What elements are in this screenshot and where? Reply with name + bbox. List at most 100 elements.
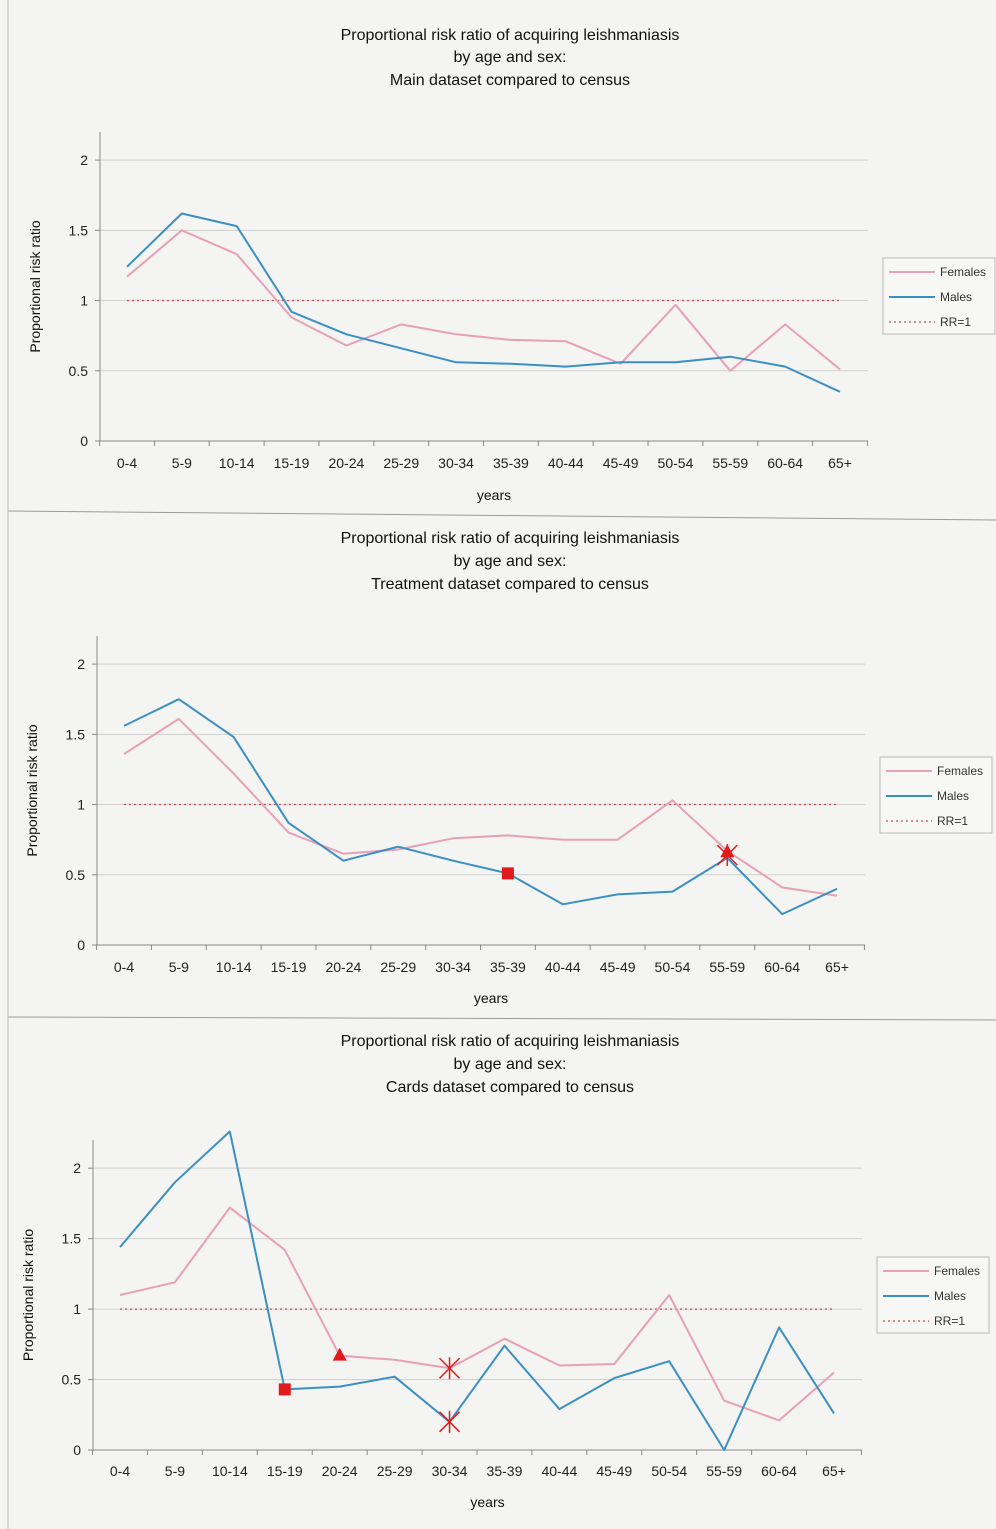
x-tick-label: 10-14: [212, 1463, 248, 1479]
y-tick-label: 1.5: [66, 726, 86, 742]
x-tick-label: 60-64: [761, 1463, 797, 1479]
panel-divider: [7, 1016, 996, 1021]
chart-title-line: by age and sex:: [454, 49, 567, 66]
chart-title-line: Proportional risk ratio of acquiring lei…: [341, 530, 680, 547]
x-tick-label: 45-49: [596, 1463, 632, 1479]
chart-title-line: Treatment dataset compared to census: [371, 576, 649, 593]
x-tick-label: 55-59: [712, 455, 748, 471]
series-line-females: [123, 717, 838, 897]
chart-title-line: Proportional risk ratio of acquiring lei…: [341, 27, 680, 44]
series-line-males: [119, 1130, 835, 1451]
legend-label: RR=1: [940, 315, 971, 329]
x-tick-label: 35-39: [490, 959, 526, 975]
star-marker: [716, 844, 738, 867]
y-tick-label: 1: [80, 293, 88, 309]
x-tick-label: 65+: [825, 959, 849, 975]
x-tick-label: 25-29: [377, 1463, 413, 1479]
y-axis-label: Proportional risk ratio: [24, 724, 40, 856]
x-tick-label: 20-24: [325, 959, 361, 975]
x-tick-label: 15-19: [267, 1463, 303, 1479]
panel-divider: [7, 510, 996, 521]
x-tick-label: 25-29: [383, 455, 419, 471]
legend: Females Males RR=1: [876, 1256, 990, 1334]
x-tick-label: 35-39: [493, 455, 529, 471]
y-axis-label: Proportional risk ratio: [20, 1229, 36, 1361]
x-tick-label: 10-14: [216, 959, 252, 975]
x-tick-label: 0-4: [117, 455, 137, 471]
legend-label: Males: [934, 1289, 966, 1303]
y-tick-label: 0.5: [69, 363, 89, 379]
legend-label: Females: [934, 1264, 980, 1278]
chart-title-line: by age and sex:: [454, 1056, 567, 1073]
x-tick-label: 10-14: [219, 455, 255, 471]
star-marker: [439, 1357, 461, 1380]
x-axis-label: years: [477, 487, 511, 503]
triangle-marker: [332, 1347, 347, 1361]
x-tick-label: 50-54: [655, 959, 691, 975]
x-tick-label: 55-59: [706, 1463, 742, 1479]
x-tick-label: 60-64: [767, 455, 803, 471]
x-axis-label: years: [474, 990, 508, 1006]
legend-label: RR=1: [934, 1314, 965, 1328]
star-marker: [439, 1410, 461, 1433]
x-tick-label: 50-54: [651, 1463, 687, 1479]
x-axis-label: years: [470, 1494, 504, 1510]
x-tick-label: 55-59: [709, 959, 745, 975]
x-tick-label: 40-44: [541, 1463, 577, 1479]
chart-panel-3: Proportional risk ratio of acquiring lei…: [20, 1033, 990, 1510]
legend-label: RR=1: [937, 814, 968, 828]
y-tick-label: 1: [73, 1301, 81, 1317]
y-tick-label: 2: [77, 656, 85, 672]
legend-label: Females: [937, 764, 983, 778]
x-tick-label: 20-24: [322, 1463, 358, 1479]
x-tick-label: 5-9: [165, 1463, 185, 1479]
x-tick-label: 30-34: [432, 1463, 468, 1479]
x-tick-label: 25-29: [380, 959, 416, 975]
x-tick-label: 35-39: [487, 1463, 523, 1479]
chart-panel-1: Proportional risk ratio of acquiring lei…: [27, 27, 996, 503]
y-tick-label: 0: [80, 433, 88, 449]
chart-title-line: Cards dataset compared to census: [386, 1079, 634, 1096]
series-line-males: [126, 212, 841, 393]
y-tick-label: 2: [80, 152, 88, 168]
x-tick-label: 0-4: [114, 959, 134, 975]
x-tick-label: 60-64: [764, 959, 800, 975]
y-tick-label: 1.5: [69, 222, 89, 238]
x-tick-label: 5-9: [169, 959, 189, 975]
x-tick-label: 30-34: [435, 959, 471, 975]
legend: Females Males RR=1: [882, 257, 996, 335]
y-tick-label: 0: [77, 937, 85, 953]
y-tick-label: 0.5: [66, 867, 86, 883]
square-marker: [278, 1383, 291, 1396]
x-tick-label: 5-9: [172, 455, 192, 471]
y-tick-label: 2: [73, 1160, 81, 1176]
chart-panel-2: Proportional risk ratio of acquiring lei…: [24, 530, 993, 1006]
x-tick-label: 65+: [828, 455, 852, 471]
y-tick-label: 0.5: [62, 1372, 82, 1388]
x-tick-label: 0-4: [110, 1463, 130, 1479]
x-tick-label: 15-19: [274, 455, 310, 471]
legend-label: Males: [940, 290, 972, 304]
legend: Females Males RR=1: [879, 756, 993, 834]
x-tick-label: 45-49: [603, 455, 639, 471]
chart-title-line: Main dataset compared to census: [390, 72, 630, 89]
x-tick-label: 50-54: [658, 455, 694, 471]
x-tick-label: 40-44: [545, 959, 581, 975]
y-axis-label: Proportional risk ratio: [27, 220, 43, 352]
x-tick-label: 65+: [822, 1463, 846, 1479]
x-tick-label: 30-34: [438, 455, 474, 471]
x-tick-label: 40-44: [548, 455, 584, 471]
series-line-females: [126, 229, 841, 372]
x-tick-label: 15-19: [271, 959, 307, 975]
y-tick-label: 1.5: [62, 1231, 82, 1247]
x-tick-label: 20-24: [328, 455, 364, 471]
x-tick-label: 45-49: [600, 959, 636, 975]
series-line-males: [123, 698, 838, 916]
legend-label: Males: [937, 789, 969, 803]
legend-label: Females: [940, 265, 986, 279]
series-line-females: [119, 1206, 835, 1422]
square-marker: [501, 867, 514, 880]
chart-title-line: by age and sex:: [454, 553, 567, 570]
y-tick-label: 1: [77, 797, 85, 813]
